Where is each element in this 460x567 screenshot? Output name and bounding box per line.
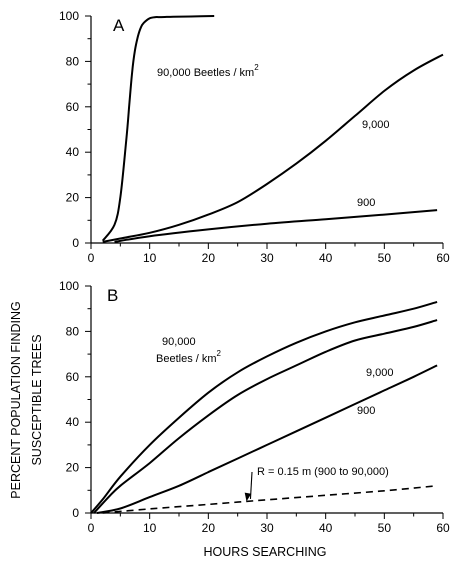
- y-tick-label: 60: [66, 370, 80, 384]
- series-label-a-3: 900: [357, 197, 375, 209]
- x-axis-label: HOURS SEARCHING: [204, 545, 327, 559]
- y-tick-label: 20: [66, 191, 80, 205]
- series-label-a-2: 9,000: [362, 119, 390, 131]
- series-label-b-4: R = 0.15 m (900 to 90,000): [257, 466, 389, 478]
- y-tick-label: 20: [66, 461, 80, 475]
- y-tick-label: 100: [59, 9, 79, 23]
- y-tick-label: 40: [66, 145, 80, 159]
- x-tick-label: 50: [378, 521, 392, 535]
- x-tick-label: 10: [143, 251, 157, 265]
- y-tick-label: 0: [72, 506, 79, 520]
- x-tick-label: 40: [319, 251, 333, 265]
- annotation-arrow-head: [244, 492, 252, 502]
- series-label-b-1: 90,000 Beetles / km2: [156, 336, 222, 365]
- x-tick-label: 60: [436, 251, 450, 265]
- annotation-arrow-line: [249, 471, 253, 499]
- panel-b: 0 20 40 60 80 100 0 10 20 30 40 50 60 B 90,000 Beetles …: [59, 279, 450, 535]
- series-label-b-3: 900: [357, 405, 375, 417]
- series-line-b-4: [102, 485, 438, 514]
- y-axis-label-line-2: SUSCEPTIBLE TREES: [30, 334, 44, 465]
- x-tick-label: 0: [88, 521, 95, 535]
- series-label-b-2: 9,000: [366, 367, 394, 379]
- x-tick-label: 50: [378, 251, 392, 265]
- series-line-a-1: [101, 15, 215, 242]
- x-tick-label: 20: [202, 521, 216, 535]
- y-tick-label: 60: [66, 100, 80, 114]
- y-tick-label: 0: [72, 236, 79, 250]
- series-line-b-1: [90, 300, 438, 514]
- x-tick-label: 30: [260, 521, 274, 535]
- series-line-b-2: [93, 319, 438, 514]
- y-tick-label: 100: [59, 279, 79, 293]
- x-tick-label: 40: [319, 521, 333, 535]
- y-tick-label: 40: [66, 415, 80, 429]
- y-tick-label: 80: [66, 324, 80, 338]
- panel-a: 0 20 40 60 80 100 0 10 20 30 40 50 60 A 90,000 Beetles…: [59, 9, 450, 265]
- panel-label-b: B: [107, 286, 118, 305]
- x-tick-label: 60: [436, 521, 450, 535]
- series-line-a-2: [102, 53, 444, 243]
- panel-label-a: A: [113, 16, 125, 35]
- series-line-a-3: [114, 209, 438, 243]
- x-tick-label: 30: [260, 251, 274, 265]
- x-tick-label: 10: [143, 521, 157, 535]
- y-axis-label-line-1: PERCENT POPULATION FINDING: [9, 301, 23, 498]
- series-line-b-3: [96, 364, 438, 514]
- x-tick-label: 20: [202, 251, 216, 265]
- x-tick-label: 0: [88, 251, 95, 265]
- series-label-a-1: 90,000 Beetles / km2: [157, 63, 259, 79]
- y-tick-label: 80: [66, 54, 80, 68]
